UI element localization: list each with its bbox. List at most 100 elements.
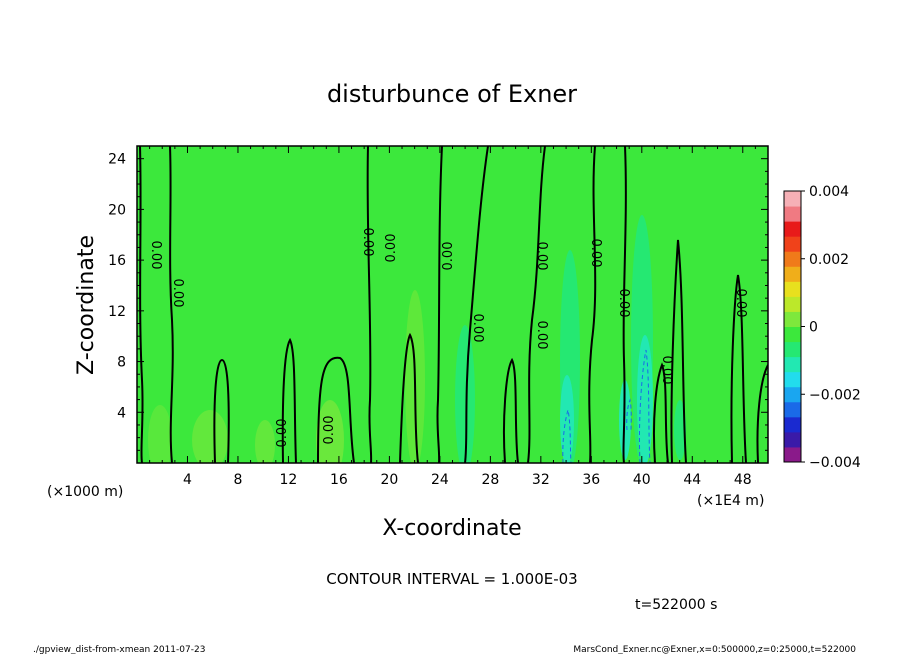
field-background [137,146,768,463]
y-tick-label: 8 [117,355,126,371]
colorbar-swatch [784,446,801,463]
y-tick-label: 12 [108,304,126,320]
light-green-patch [255,420,275,463]
contour-line [317,356,355,463]
contour-label: 0.00 [170,279,185,308]
contour-line [436,146,443,463]
contour-label: 0.00 [275,419,290,448]
colorbar-swatch [784,281,801,297]
colorbar-swatch [784,401,801,418]
x-tick-label: 12 [280,472,298,488]
contour-label: 0.00 [470,314,485,343]
colorbar-swatch [784,431,801,448]
colorbar-swatch [784,191,801,207]
x-tick-label: 20 [380,472,398,488]
contour-label: 0.00 [384,234,399,263]
contour-label: 0.00 [534,321,549,350]
colorbar-swatch [784,221,801,237]
x-axis-label: X-coordinate [382,516,521,541]
y-tick-label: 24 [108,152,126,168]
y-tick-label: 4 [117,405,126,421]
y-tick-label: 20 [108,202,126,218]
contour-labels: 0.00 0.00 0.00 0.00 0.00 0.00 0.00 0.00 … [148,228,748,448]
contour-line [756,364,768,463]
x-tick-label: 32 [532,472,550,488]
contour-label: 0.00 [733,289,748,318]
x-tick-label: 36 [582,472,600,488]
contour-label: 0.00 [322,416,337,445]
x-tick-label: 16 [330,472,348,488]
contour-line [670,239,687,463]
contour-label: 0.00 [616,289,631,318]
colorbar-swatch [784,416,801,433]
contour-lines [139,146,768,463]
x-tick-label: 44 [683,472,701,488]
contour-label: 0.00 [588,239,603,268]
contour-line [399,332,419,463]
time-text: t=522000 s [635,597,717,613]
contour-line [213,358,230,463]
plot-area: 0.00 0.00 0.00 0.00 0.00 0.00 0.00 0.00 … [136,145,769,464]
cyan-patch [560,375,574,463]
x-tick-label: 48 [734,472,752,488]
x-tick-label: 8 [233,472,242,488]
x-axis: 4 8 12 16 20 24 28 32 36 40 44 48 [149,146,756,488]
dashed-contour [626,398,632,431]
cyan-green-patch [674,400,686,460]
contour-interval-text: CONTOUR INTERVAL = 1.000E-03 [326,570,577,588]
x-tick-label: 28 [481,472,499,488]
field-patches [148,215,686,463]
x-tick-label: 40 [633,472,651,488]
y-tick-label: 16 [108,253,126,269]
contour-label: 0.00 [534,242,549,271]
colorbar: 0.004 0.002 0 −0.002 −0.004 [783,184,861,471]
contour-line [281,337,297,463]
colorbar-tick-label: 0.004 [809,184,849,200]
colorbar-swatch [784,296,801,312]
contour-line [464,146,489,463]
x-axis-unit-right: (×1E4 m) [697,493,764,509]
contour-line [169,146,174,463]
x-axis-unit-left: (×1000 m) [47,484,123,500]
contour-label: 0.00 [148,241,163,270]
colorbar-swatch [784,356,801,373]
contour-line [622,146,627,463]
colorbar-swatch [784,266,801,282]
chart-title: disturbunce of Exner [327,80,577,108]
dashed-contour [638,349,651,463]
contour-label: 0.00 [659,356,674,385]
contour-line [730,274,747,463]
colorbar-swatch [784,326,801,343]
negative-contours [562,349,651,463]
colorbar-swatch [784,236,801,252]
colorbar-tick-label: 0 [809,320,818,336]
contour-line [588,146,597,463]
contour-line [503,357,519,463]
footer-left-text: ./gpview_dist-from-xmean 2011-07-23 [33,645,205,654]
colorbar-tick-label: −0.004 [809,455,861,471]
light-green-patch [316,400,344,463]
dashed-contour [562,409,572,463]
y-axis-label: Z-coordinate [74,235,99,375]
colorbar-swatch [784,251,801,267]
colorbar-tick-label: 0.002 [809,252,849,268]
contour-line [527,146,546,463]
colorbar-swatch [784,206,801,222]
y-axis: 4 8 12 16 20 24 [108,152,768,451]
contour-label: 0.00 [441,242,456,271]
footer-right-text: MarsCond_Exner.nc@Exner,x=0:500000,z=0:2… [573,645,856,654]
contour-label: 0.00 [360,228,375,257]
colorbar-swatch [784,386,801,403]
light-green-patch [148,405,172,463]
colorbar-swatch [784,311,801,327]
contour-line [653,362,669,463]
light-green-patch [192,410,228,463]
colorbar-swatch [784,341,801,358]
colorbar-swatch [784,371,801,388]
cyan-patch [637,335,653,463]
contour-line [366,146,373,463]
colorbar-tick-label: −0.002 [809,387,861,403]
x-tick-label: 24 [431,472,449,488]
cyan-green-patch [455,325,475,463]
